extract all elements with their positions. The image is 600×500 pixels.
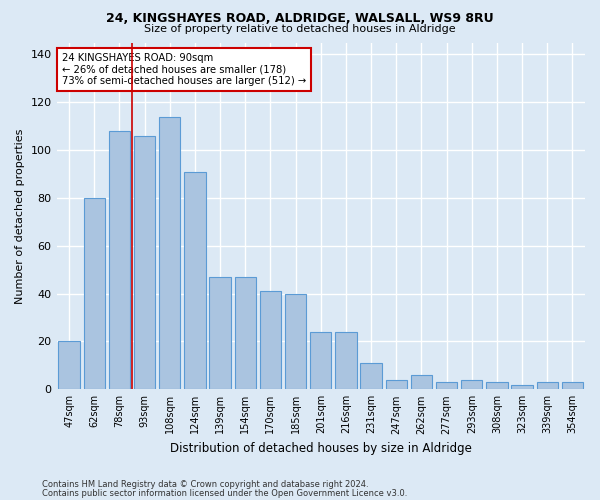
- Bar: [386, 380, 407, 390]
- X-axis label: Distribution of detached houses by size in Aldridge: Distribution of detached houses by size …: [170, 442, 472, 455]
- Text: Contains public sector information licensed under the Open Government Licence v3: Contains public sector information licen…: [42, 489, 407, 498]
- Bar: [310, 332, 331, 390]
- Bar: [361, 363, 382, 390]
- Bar: [562, 382, 583, 390]
- Bar: [109, 131, 130, 390]
- Bar: [411, 375, 432, 390]
- Bar: [209, 277, 231, 390]
- Text: Size of property relative to detached houses in Aldridge: Size of property relative to detached ho…: [144, 24, 456, 34]
- Bar: [159, 116, 181, 390]
- Bar: [511, 384, 533, 390]
- Bar: [486, 382, 508, 390]
- Text: 24 KINGSHAYES ROAD: 90sqm
← 26% of detached houses are smaller (178)
73% of semi: 24 KINGSHAYES ROAD: 90sqm ← 26% of detac…: [62, 53, 306, 86]
- Bar: [184, 172, 206, 390]
- Bar: [285, 294, 307, 390]
- Bar: [83, 198, 105, 390]
- Text: Contains HM Land Registry data © Crown copyright and database right 2024.: Contains HM Land Registry data © Crown c…: [42, 480, 368, 489]
- Bar: [134, 136, 155, 390]
- Bar: [436, 382, 457, 390]
- Bar: [260, 291, 281, 390]
- Y-axis label: Number of detached properties: Number of detached properties: [15, 128, 25, 304]
- Text: 24, KINGSHAYES ROAD, ALDRIDGE, WALSALL, WS9 8RU: 24, KINGSHAYES ROAD, ALDRIDGE, WALSALL, …: [106, 12, 494, 26]
- Bar: [536, 382, 558, 390]
- Bar: [461, 380, 482, 390]
- Bar: [335, 332, 356, 390]
- Bar: [58, 342, 80, 390]
- Bar: [235, 277, 256, 390]
